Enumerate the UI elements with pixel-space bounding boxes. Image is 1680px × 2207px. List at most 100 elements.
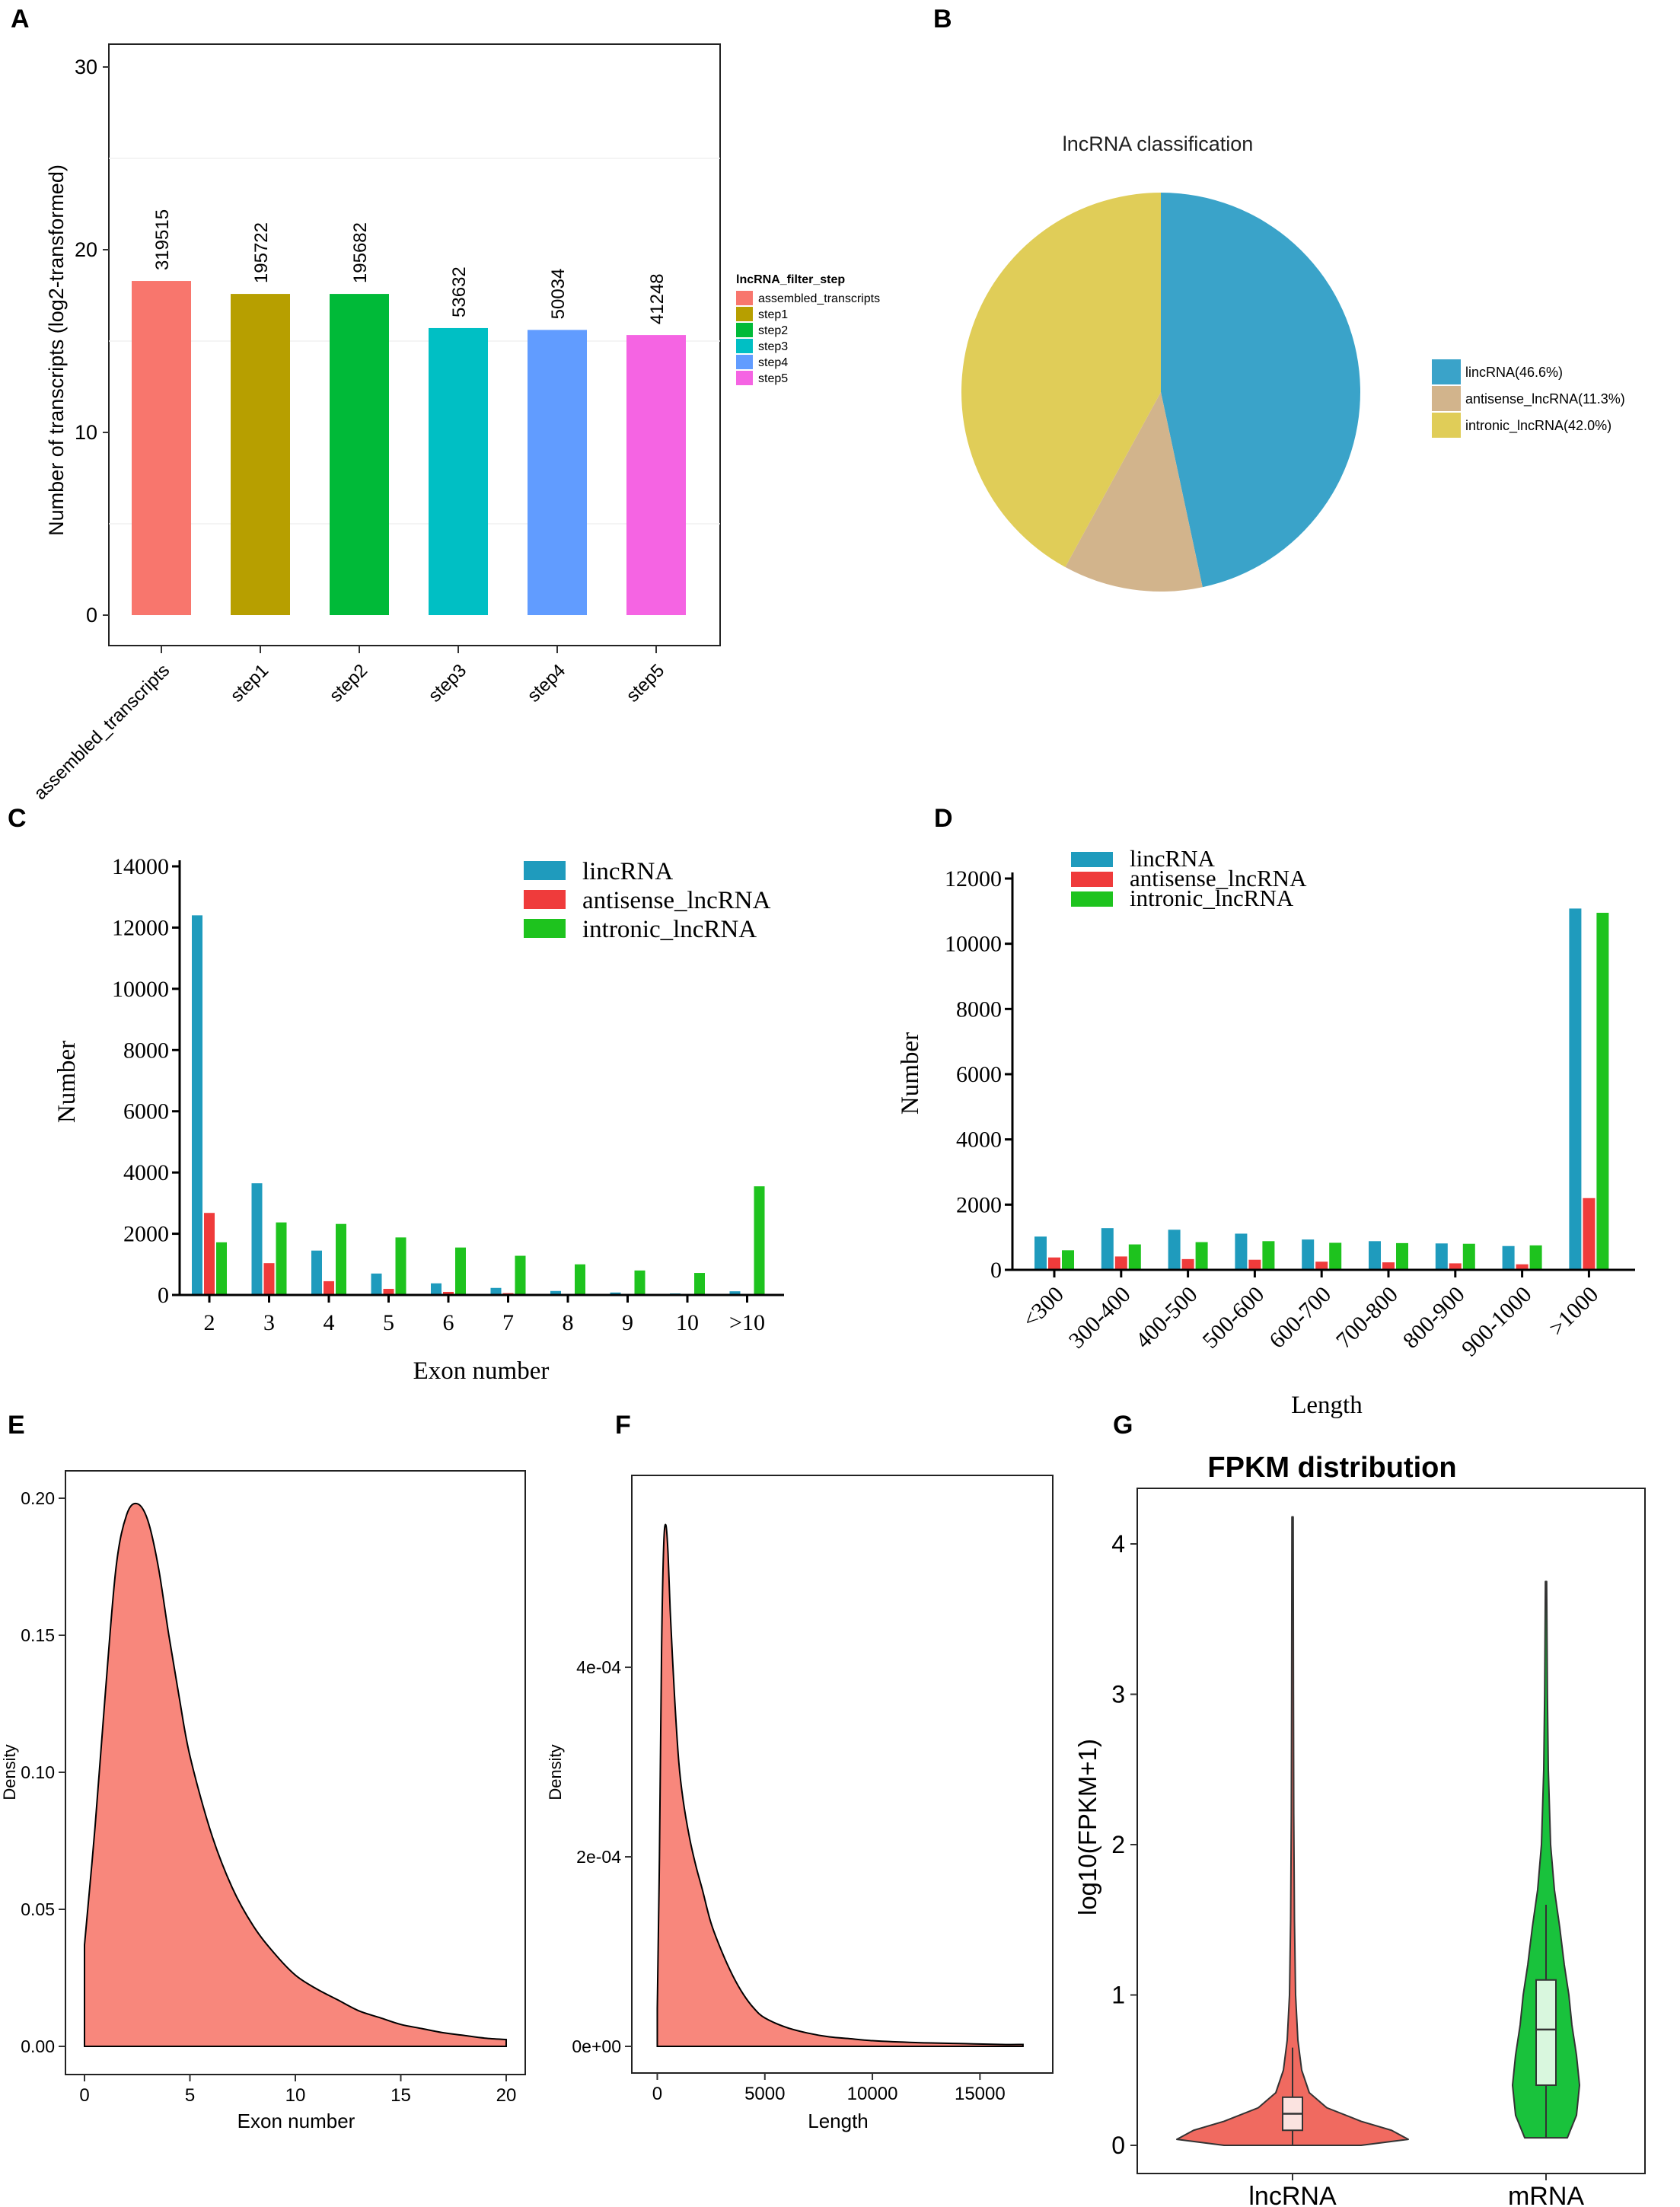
panel-d-bar [1502, 1245, 1515, 1270]
panel-d-x-tick-label: >1000 [1545, 1282, 1604, 1341]
panel-d-bar [1128, 1244, 1141, 1270]
panel-a-bar [330, 294, 389, 615]
panel-a-x-tick-label: step1 [227, 660, 273, 706]
panel-c-x-tick-label: 3 [263, 1310, 275, 1335]
panel-g-violin-mrna [1512, 1580, 1580, 2139]
panel-f-x-axis-label: Length [808, 2110, 869, 2132]
panel-b-legend-swatch [1432, 386, 1461, 411]
panel-c-legend-swatch [524, 919, 566, 938]
panel-d-y-axis-label: Number [897, 1032, 924, 1115]
panel-g-y-axis-label: log10(FPKM+1) [1073, 1739, 1101, 1915]
panel-a-data-label: 53632 [449, 266, 470, 317]
panel-d-legend-swatch [1071, 891, 1113, 907]
panel-c-x-tick-label: 2 [204, 1310, 215, 1335]
panel-c-legend-swatch [524, 861, 566, 880]
panel-b-legend-swatch [1432, 359, 1461, 384]
panel-f-y-tick-label: 4e-04 [576, 1657, 621, 1677]
panel-d-y-tick-label: 10000 [945, 932, 1002, 957]
panel-g-y-tick-label: 1 [1111, 1982, 1125, 2009]
panel-c-x-tick-label: 7 [502, 1310, 514, 1335]
panel-label-g: G [1113, 1411, 1133, 1440]
panel-c-bar [515, 1255, 526, 1295]
panel-a-bar [626, 335, 686, 615]
panel-f-x-tick-label: 5000 [744, 2084, 785, 2104]
panel-a-x-tick-label: assembled_transcripts [30, 660, 174, 804]
panel-c-y-tick-label: 0 [158, 1283, 169, 1308]
panel-d-legend-label: intronic_lncRNA [1130, 885, 1294, 911]
panel-c-y-tick-label: 12000 [112, 915, 169, 940]
panel-e: 0 5 10 15 20 0.00 0.05 0.10 0.15 0.20 Exon number… [0, 1470, 526, 2132]
panel-d-bar [1516, 1264, 1529, 1270]
panel-b: lncRNA classification lincRNA(46.6%) anti… [961, 132, 1625, 592]
panel-g-box [1535, 1979, 1557, 2086]
panel-g-x-tick-label: lncRNA [1248, 2182, 1337, 2207]
panel-e-x-tick-label: 5 [185, 2085, 195, 2106]
panel-e-x-axis-label: Exon number [237, 2110, 355, 2132]
panel-a-bar [528, 330, 587, 615]
panel-a-legend-swatch [736, 339, 753, 353]
panel-a-data-label: 319515 [152, 209, 173, 270]
panel-e-x-tick-label: 10 [285, 2085, 306, 2106]
panel-c-y-tick-label: 14000 [112, 854, 169, 879]
panel-d-legend-label: lincRNA [1130, 845, 1216, 872]
panel-d-bar [1235, 1233, 1248, 1270]
panel-a-legend-swatch [736, 371, 753, 385]
panel-c: 2 3 4 5 6 7 8 9 10 >10 0 2000 4000 6000 8000 10000 12000… [53, 854, 784, 1385]
panel-c-x-axis-label: Exon number [413, 1357, 550, 1385]
panel-d-y-tick-label: 2000 [956, 1192, 1002, 1217]
panel-d-x-tick-label: <300 [1018, 1282, 1069, 1333]
panel-c-bar [324, 1281, 334, 1295]
panel-c-bar [729, 1291, 741, 1295]
panel-c-x-tick-label: 6 [443, 1310, 454, 1335]
panel-a-x-tick-label: step3 [425, 660, 471, 706]
panel-c-bar [395, 1237, 406, 1295]
panel-c-bar [263, 1263, 275, 1295]
panel-d-bar [1596, 912, 1609, 1270]
panel-g-title: FPKM distribution [1207, 1452, 1456, 1484]
panel-a-legend-label: step5 [758, 372, 788, 385]
panel-f-x-tick-label: 0 [652, 2084, 662, 2104]
panel-c-x-tick-label: >10 [729, 1310, 765, 1335]
panel-d-bar [1302, 1239, 1315, 1270]
panel-d-bar [1569, 908, 1582, 1270]
panel-a-x-tick-label: step2 [326, 660, 372, 706]
panel-d-bar [1315, 1261, 1328, 1270]
panel-e-y-axis-label: Density [0, 1744, 19, 1800]
panel-b-pie-slice [1065, 392, 1203, 592]
panel-a-x-tick-label: step4 [524, 660, 570, 706]
panel-c-legend-label: lincRNA [582, 858, 673, 885]
panel-b-legend-label: lincRNA(46.6%) [1465, 365, 1563, 380]
panel-a-legend-label: step2 [758, 324, 788, 337]
panel-d-y-tick-label: 4000 [956, 1127, 1002, 1153]
panel-e-y-tick-label: 0.05 [21, 1899, 55, 1919]
panel-a-bar [132, 281, 191, 615]
panel-d-bar [1034, 1236, 1047, 1270]
panel-d-bar [1048, 1257, 1060, 1270]
panel-a-y-tick-label: 10 [75, 421, 97, 444]
panel-d-legend-swatch [1071, 872, 1113, 887]
panel-a-bar [429, 327, 488, 615]
panel-d-bar [1114, 1256, 1127, 1270]
panel-g-x-tick-label: mRNA [1508, 2182, 1584, 2207]
panel-c-bar [694, 1273, 705, 1295]
panel-c-legend-swatch [524, 890, 566, 909]
panel-d-bar [1396, 1242, 1408, 1270]
panel-c-bar [311, 1250, 322, 1295]
panel-d-bar [1435, 1243, 1448, 1270]
panel-g-y-tick-label: 2 [1111, 1831, 1125, 1858]
panel-g-y-tick-label: 3 [1111, 1681, 1125, 1708]
panel-f: 0 5000 10000 15000 0e+00 2e-04 4e-04 Length De… [546, 1475, 1054, 2132]
panel-c-y-tick-label: 6000 [123, 1099, 169, 1124]
panel-c-bar [336, 1223, 346, 1295]
panel-d-legend-label: antisense_lncRNA [1130, 865, 1307, 891]
panel-c-bar [455, 1247, 466, 1295]
panel-b-title: lncRNA classification [1063, 132, 1254, 155]
panel-b-pie-slice [1161, 193, 1360, 588]
panel-d-bar [1262, 1241, 1275, 1270]
panel-a-legend-label: step1 [758, 308, 788, 321]
panel-c-bar [550, 1290, 561, 1295]
panel-a-legend-title: lncRNA_filter_step [736, 273, 845, 286]
panel-d-y-tick-label: 6000 [956, 1062, 1002, 1087]
panel-c-bar [754, 1186, 765, 1295]
